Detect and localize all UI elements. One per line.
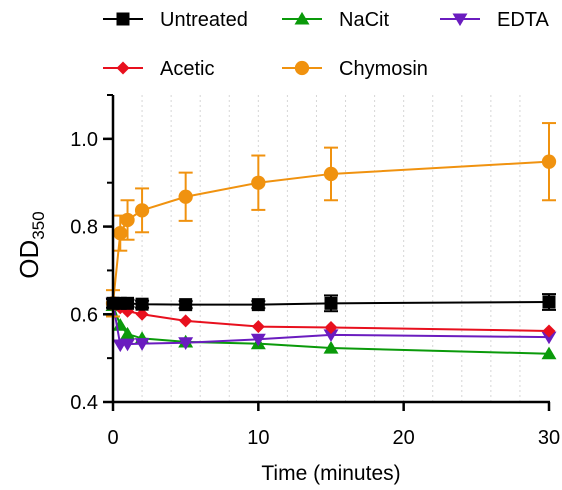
x-axis-label: Time (minutes) <box>261 462 400 485</box>
data-point <box>541 154 557 169</box>
legend-item-chymosin: Chymosin <box>282 58 428 80</box>
legend-item-edta: EDTA <box>440 9 550 31</box>
y-tick-label: 1.0 <box>70 129 98 151</box>
data-point <box>323 166 339 182</box>
data-point <box>179 314 193 328</box>
legend-marker <box>452 13 468 27</box>
legend-item-nacit: NaCit <box>282 9 389 31</box>
data-point <box>113 226 128 241</box>
series-untreated <box>106 293 556 313</box>
tick-labels: 0 10 20 30 0.4 0.6 0.8 1.0 <box>70 94 560 449</box>
y-tick-label: 0.4 <box>70 392 98 414</box>
legend-item-untreated: Untreated <box>103 9 248 31</box>
data-point <box>134 203 150 218</box>
grid <box>141 95 521 402</box>
legend-marker <box>294 60 310 76</box>
series-layer <box>105 122 557 360</box>
legend-label: Acetic <box>160 58 214 80</box>
data-point <box>178 337 194 350</box>
x-tick-label: 20 <box>393 427 415 449</box>
data-point <box>120 338 136 352</box>
data-point <box>323 340 339 354</box>
legend-item-acetic: Acetic <box>103 58 214 80</box>
x-tick-label: 10 <box>247 427 269 449</box>
y-axis-label-sub: 350 <box>29 211 48 239</box>
data-point <box>121 296 135 310</box>
x-tick-label: 30 <box>538 427 560 449</box>
data-point <box>250 333 266 347</box>
series-chymosin <box>105 122 557 318</box>
data-point <box>542 295 556 309</box>
data-point <box>134 338 150 351</box>
data-point <box>542 324 556 338</box>
y-axis-label: OD350 <box>14 211 48 278</box>
data-point <box>135 307 149 321</box>
y-axis-label-main: OD <box>14 240 44 279</box>
y-tick-label: 0.8 <box>70 217 98 239</box>
x-tick-label: 0 <box>107 427 118 449</box>
data-point <box>120 326 136 340</box>
data-point <box>135 297 149 311</box>
y-tick-label: 0.6 <box>70 304 98 326</box>
legend-label: NaCit <box>339 9 389 31</box>
data-point <box>251 175 266 190</box>
data-point <box>541 346 557 360</box>
data-point <box>323 329 339 343</box>
legend-marker <box>294 11 310 25</box>
legend: Untreated NaCit EDTA Acetic Chymosin <box>103 9 550 80</box>
axes <box>111 95 550 404</box>
legend-label: EDTA <box>497 9 550 31</box>
data-point <box>541 331 557 345</box>
data-point <box>179 298 193 312</box>
data-point <box>251 320 265 334</box>
data-point <box>324 296 338 310</box>
data-point <box>178 189 193 204</box>
data-point <box>120 212 135 228</box>
legend-marker <box>116 12 130 26</box>
legend-label: Chymosin <box>339 58 428 80</box>
legend-label: Untreated <box>160 9 248 31</box>
data-point <box>324 320 338 334</box>
legend-marker <box>116 61 130 75</box>
data-point <box>251 298 265 312</box>
